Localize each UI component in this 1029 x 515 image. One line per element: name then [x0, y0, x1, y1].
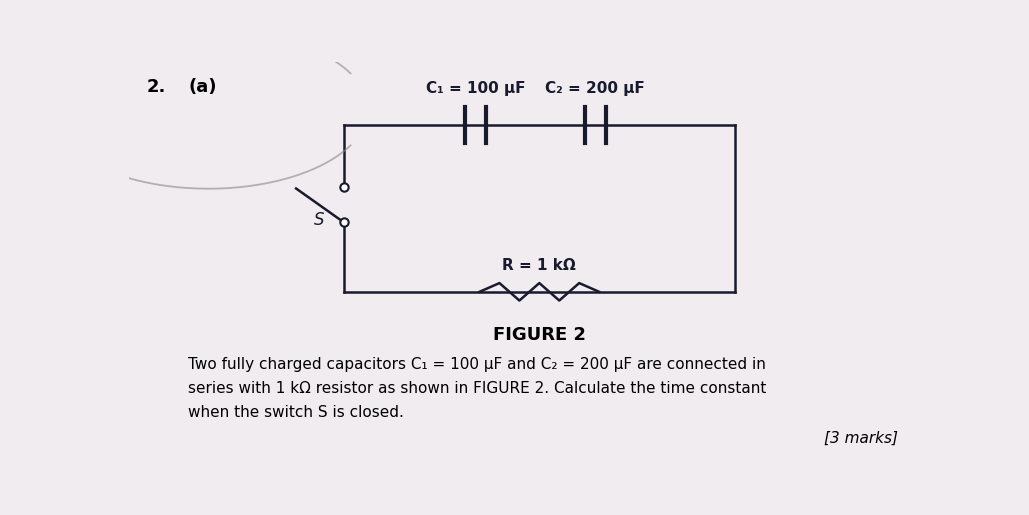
Text: Two fully charged capacitors C₁ = 100 μF and C₂ = 200 μF are connected in: Two fully charged capacitors C₁ = 100 μF…	[188, 357, 767, 372]
Text: C₁ = 100 μF: C₁ = 100 μF	[426, 80, 525, 95]
Text: R = 1 kΩ: R = 1 kΩ	[502, 258, 576, 273]
Text: FIGURE 2: FIGURE 2	[493, 325, 586, 344]
Text: when the switch S is closed.: when the switch S is closed.	[188, 405, 404, 420]
Text: 2.: 2.	[146, 78, 166, 96]
Text: C₂ = 200 μF: C₂ = 200 μF	[545, 80, 645, 95]
Text: (a): (a)	[188, 78, 217, 96]
Text: [3 marks]: [3 marks]	[824, 431, 898, 445]
Text: series with 1 kΩ resistor as shown in FIGURE 2. Calculate the time constant: series with 1 kΩ resistor as shown in FI…	[188, 381, 767, 396]
Text: S: S	[314, 212, 324, 229]
